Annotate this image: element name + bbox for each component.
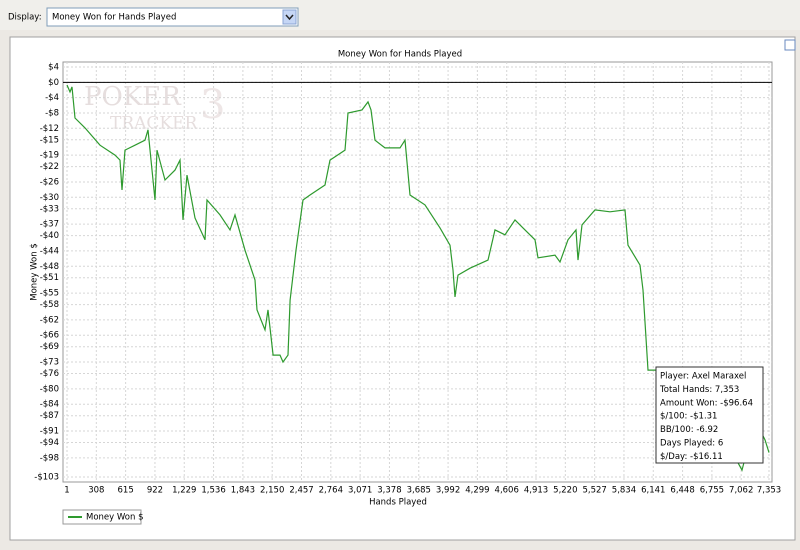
y-tick-label: -$26 <box>40 177 59 187</box>
plot-area <box>62 61 773 483</box>
y-tick-label: $0 <box>48 78 59 88</box>
watermark: 3 <box>200 82 225 128</box>
chart-title: Money Won for Hands Played <box>338 50 462 60</box>
view-select[interactable] <box>46 7 299 27</box>
legend <box>62 509 142 525</box>
display-label: Display: <box>8 13 42 23</box>
y-tick-label: -$66 <box>40 331 59 341</box>
x-tick-label: 5,527 <box>582 486 606 496</box>
y-tick-label: -$80 <box>40 384 59 394</box>
y-tick-label: -$33 <box>40 204 59 214</box>
y-tick-label: -$37 <box>40 220 59 230</box>
x-tick-label: 2,764 <box>319 486 343 496</box>
y-tick-label: -$73 <box>40 358 59 368</box>
x-tick-label: 308 <box>88 486 104 496</box>
y-tick-label: -$84 <box>40 400 59 410</box>
x-tick-label: 5,834 <box>612 486 636 496</box>
watermark: TRACKER <box>110 114 199 134</box>
x-tick-label: 6,755 <box>700 486 724 496</box>
tooltip-line: Days Played: 6 <box>660 439 723 449</box>
y-tick-label: -$22 <box>40 162 59 172</box>
y-tick-label: -$55 <box>40 289 59 299</box>
dropdown-button[interactable] <box>282 9 297 25</box>
y-tick-label: -$30 <box>40 193 59 203</box>
y-tick-label: -$94 <box>40 438 59 448</box>
tooltip-line: $/100: -$1.31 <box>660 412 717 422</box>
x-tick-label: 1 <box>64 486 69 496</box>
y-tick-label: -$15 <box>40 135 59 145</box>
y-tick-label: -$40 <box>40 231 59 241</box>
y-tick-label: -$4 <box>45 93 59 103</box>
y-tick-label: -$103 <box>34 473 59 483</box>
x-tick-label: 1,843 <box>231 486 255 496</box>
tooltip-line: $/Day: -$16.11 <box>660 452 723 462</box>
x-tick-label: 615 <box>118 486 134 496</box>
y-tick-label: $4 <box>48 63 59 73</box>
x-tick-label: 3,071 <box>348 486 372 496</box>
view-select-text: Money Won for Hands Played <box>52 13 176 23</box>
x-tick-label: 5,220 <box>553 486 577 496</box>
tooltip-line: Amount Won: -$96.64 <box>660 398 753 408</box>
y-tick-label: -$8 <box>45 108 59 118</box>
y-tick-label: -$51 <box>40 273 59 283</box>
watermark: POKER <box>84 82 182 112</box>
y-tick-label: -$76 <box>40 369 59 379</box>
y-tick-label: -$48 <box>40 262 59 272</box>
y-tick-label: -$87 <box>40 411 59 421</box>
y-tick-label: -$19 <box>40 151 59 161</box>
y-tick-label: -$62 <box>40 315 59 325</box>
y-axis-label: Money Won $ <box>30 243 40 301</box>
x-tick-label: 4,606 <box>495 486 519 496</box>
y-tick-label: -$91 <box>40 427 59 437</box>
tooltip-box <box>655 366 764 464</box>
x-tick-label: 2,150 <box>260 486 284 496</box>
y-tick-label: -$12 <box>40 124 59 134</box>
x-axis-label: Hands Played <box>369 498 427 508</box>
y-tick-label: -$98 <box>40 453 59 463</box>
data-line <box>66 84 770 472</box>
x-tick-label: 1,229 <box>172 486 196 496</box>
x-tick-label: 6,448 <box>670 486 694 496</box>
x-tick-label: 6,141 <box>641 486 665 496</box>
x-tick-label: 7,353 <box>757 486 781 496</box>
y-tick-label: -$58 <box>40 300 59 310</box>
x-tick-label: 3,992 <box>436 486 460 496</box>
legend-label: Money Won $ <box>86 513 144 523</box>
x-tick-label: 2,457 <box>289 486 313 496</box>
tooltip-line: Player: Axel Maraxel <box>660 372 746 382</box>
x-tick-label: 4,913 <box>524 486 548 496</box>
tooltip: Player: Axel Maraxel Total Hands: 7,353 Am… <box>655 366 764 464</box>
tooltip-line: BB/100: -6.92 <box>660 425 718 435</box>
x-tick-label: 4,299 <box>465 486 489 496</box>
x-tick-label: 7,062 <box>729 486 753 496</box>
y-tick-label: -$69 <box>40 342 59 352</box>
x-tick-label: 3,685 <box>407 486 431 496</box>
x-tick-label: 922 <box>147 486 163 496</box>
x-tick-label: 3,378 <box>377 486 401 496</box>
y-tick-label: -$44 <box>40 246 59 256</box>
expand-button[interactable] <box>784 39 796 51</box>
dropdown-arrow <box>285 14 294 21</box>
tooltip-line: Total Hands: 7,353 <box>659 385 739 395</box>
x-tick-label: 1,536 <box>201 486 225 496</box>
